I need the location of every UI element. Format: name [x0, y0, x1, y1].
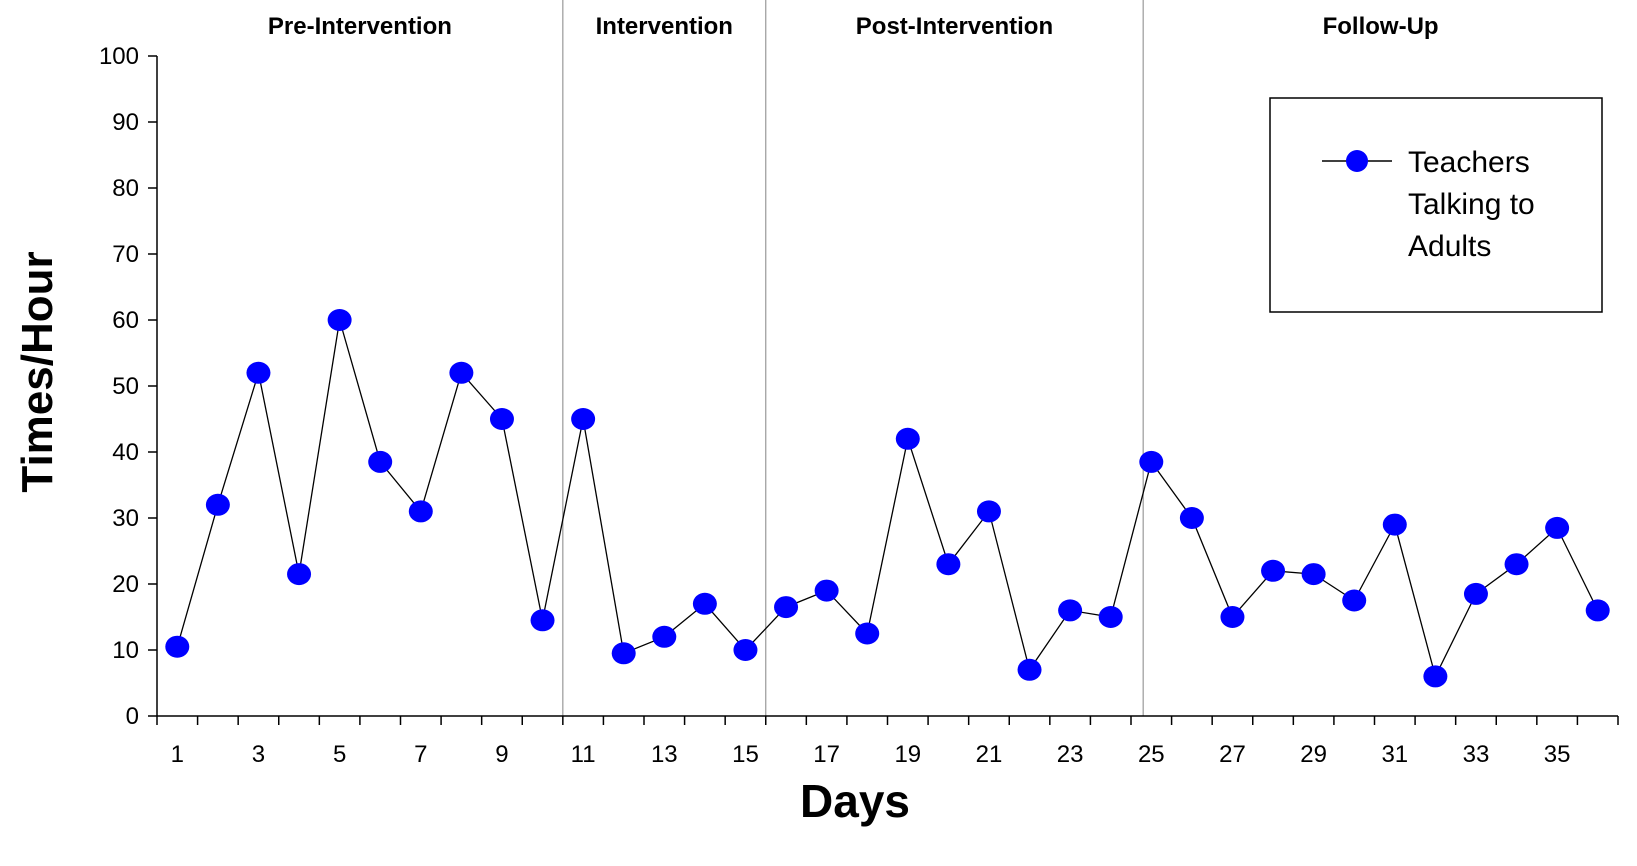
x-tick-label: 29	[1300, 741, 1327, 768]
x-tick-label: 33	[1463, 741, 1490, 768]
y-tick-label: 10	[112, 637, 139, 664]
data-point	[530, 609, 555, 632]
x-tick-label: 17	[813, 741, 840, 768]
data-point	[246, 361, 271, 384]
legend-entry-label: Teachers Talking to Adults	[1408, 146, 1535, 263]
x-tick-label: 19	[894, 741, 921, 768]
y-axis-title: Times/Hour	[13, 251, 62, 492]
data-point	[611, 642, 636, 665]
y-tick-label: 100	[99, 43, 139, 70]
data-point	[1017, 658, 1042, 681]
x-tick-label: 13	[651, 741, 678, 768]
phase-labels: Pre-Intervention Intervention Post-Interve…	[268, 13, 1439, 40]
data-point	[1545, 516, 1570, 539]
x-tick-label: 3	[252, 741, 265, 768]
data-point	[895, 427, 920, 450]
x-tick-label: 25	[1138, 741, 1165, 768]
y-tick-label: 60	[112, 307, 139, 334]
data-point	[1301, 563, 1326, 586]
legend-box	[1269, 97, 1603, 313]
data-point	[1423, 665, 1448, 688]
phase-label: Follow-Up	[1323, 13, 1439, 40]
series-line	[176, 319, 1599, 679]
x-tick-label: 23	[1057, 741, 1084, 768]
y-tick-label: 0	[126, 703, 139, 730]
data-point	[1261, 559, 1286, 582]
data-point	[1220, 606, 1245, 628]
x-axis-title: Days	[800, 775, 910, 827]
data-point	[733, 639, 758, 661]
data-point	[1058, 599, 1083, 622]
x-tick-label: 31	[1381, 741, 1408, 768]
y-tick-label: 70	[112, 241, 139, 268]
data-point	[692, 592, 717, 615]
data-point	[1504, 553, 1529, 576]
x-axis: 1 3 5 7 9 11 13 15 17 19 21 23 25 27 29 31 33 35	[156, 715, 1619, 768]
phase-dividers	[562, 0, 1144, 716]
series-layer	[165, 309, 1610, 688]
phase-label: Post-Intervention	[856, 13, 1053, 40]
data-point	[1179, 507, 1204, 529]
data-point	[1382, 513, 1407, 536]
y-tick-label: 30	[112, 505, 139, 532]
data-point	[1463, 582, 1488, 605]
x-tick-label: 27	[1219, 741, 1246, 768]
data-point	[205, 493, 230, 516]
legend-entry-line: Talking to	[1408, 188, 1535, 221]
y-tick-label: 20	[112, 571, 139, 598]
legend: Teachers Talking to Adults	[1269, 97, 1603, 313]
data-point	[449, 361, 474, 384]
x-tick-label: 35	[1544, 741, 1571, 768]
phase-label: Intervention	[596, 13, 733, 40]
data-point	[408, 500, 433, 523]
x-tick-label: 1	[171, 741, 184, 768]
data-point	[1098, 606, 1123, 628]
data-point	[327, 309, 352, 331]
legend-marker-swatch	[1346, 150, 1368, 172]
data-point	[1342, 589, 1367, 612]
data-point	[774, 596, 799, 619]
legend-entry-line: Adults	[1408, 230, 1491, 263]
x-tick-label: 7	[414, 741, 427, 768]
data-point	[936, 553, 961, 576]
data-point	[976, 500, 1001, 523]
legend-entry-line: Teachers	[1408, 146, 1530, 179]
y-tick-label: 80	[112, 175, 139, 202]
x-tick-label: 21	[976, 741, 1003, 768]
x-tick-label: 11	[571, 741, 596, 768]
phase-label: Pre-Intervention	[268, 13, 452, 40]
x-tick-label: 9	[495, 741, 508, 768]
data-point	[652, 625, 677, 648]
data-point	[1585, 599, 1610, 622]
y-tick-label: 40	[112, 439, 139, 466]
data-point	[489, 408, 514, 430]
y-tick-label: 90	[112, 109, 139, 136]
y-tick-label: 50	[112, 373, 139, 400]
data-point	[287, 563, 312, 586]
data-point	[368, 450, 393, 473]
data-point	[571, 408, 596, 430]
x-tick-label: 5	[333, 741, 346, 768]
y-axis: 0 10 20 30 40 50 60 70 80 90 100	[99, 43, 158, 730]
data-point	[814, 579, 839, 602]
data-point	[165, 635, 190, 658]
data-point	[1139, 450, 1164, 473]
data-point	[855, 622, 880, 645]
x-tick-label: 15	[732, 741, 759, 768]
